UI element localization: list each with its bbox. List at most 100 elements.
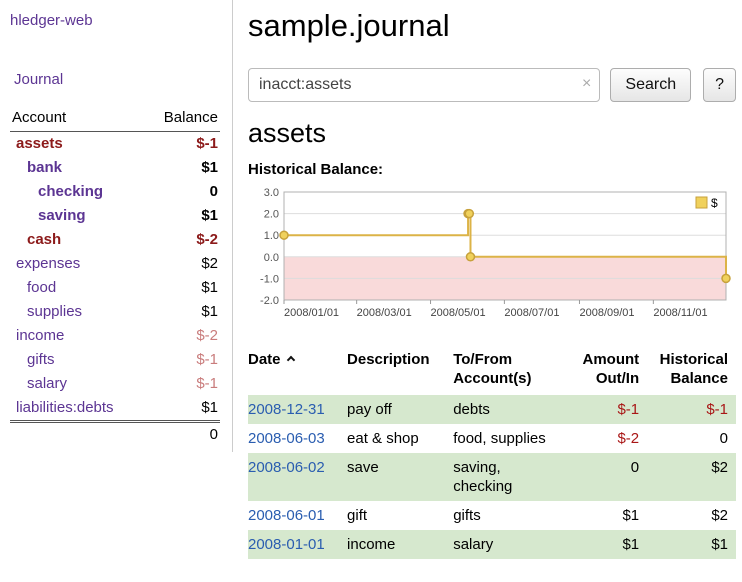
transaction-amount: $1: [622, 536, 640, 553]
account-row: cash $-2: [10, 228, 220, 252]
transaction-balance: $2: [711, 459, 728, 476]
account-balance: $1: [201, 303, 218, 320]
sidebar-account-link[interactable]: expenses: [16, 255, 81, 272]
search-button[interactable]: Search: [610, 68, 692, 102]
sidebar: hledger-web Journal Account Balance asse…: [0, 0, 233, 452]
sidebar-account-link[interactable]: supplies: [27, 303, 83, 320]
hledger-web-app: hledger-web Journal Account Balance asse…: [0, 0, 742, 559]
svg-text:2008/03/01: 2008/03/01: [357, 307, 412, 319]
transaction-accounts: food, supplies: [453, 430, 546, 447]
transaction-accounts: gifts: [453, 507, 481, 524]
transaction-balance: $-1: [706, 401, 728, 418]
account-heading: assets: [248, 118, 327, 148]
sidebar-account-link[interactable]: saving: [38, 207, 86, 224]
transaction-date-link[interactable]: 2008-06-03: [248, 430, 325, 447]
register-row: 2008-12-31 pay off debts $-1 $-1: [248, 395, 736, 424]
account-balance: $-2: [196, 327, 218, 344]
historical-balance-chart: 3.0 2.0 1.0 0.0 -1.0 -2.0 2008/01/01 2008/03/01…: [248, 182, 736, 336]
register-header-row: Date Description To/From Account(s) Amou…: [248, 346, 736, 395]
transaction-amount: $1: [622, 507, 640, 524]
transaction-description: income: [347, 536, 396, 553]
svg-text:0.0: 0.0: [264, 252, 279, 264]
svg-text:2008/07/01: 2008/07/01: [504, 307, 559, 319]
svg-text:2.0: 2.0: [264, 209, 279, 221]
transaction-amount: $-2: [617, 430, 640, 447]
transaction-accounts: saving, checking: [453, 459, 513, 495]
svg-text:-2.0: -2.0: [260, 295, 279, 307]
main-content: sample.journal × Search ? assets Histori…: [233, 0, 742, 559]
transaction-description: eat & shop: [347, 430, 419, 447]
register-row: 2008-06-01 gift gifts $1 $2: [248, 501, 736, 530]
legend-label: $: [711, 196, 718, 210]
transaction-date-link[interactable]: 2008-06-01: [248, 507, 325, 524]
account-balance: $1: [201, 159, 218, 176]
svg-text:2008/01/01: 2008/01/01: [284, 307, 339, 319]
journal-nav: Journal: [10, 71, 220, 88]
sidebar-account-link[interactable]: food: [27, 279, 57, 296]
account-row: expenses $2: [10, 252, 220, 276]
sidebar-account-link[interactable]: assets: [16, 135, 63, 152]
register-table: Date Description To/From Account(s) Amou…: [248, 346, 736, 559]
transaction-accounts: debts: [453, 401, 490, 418]
account-row: salary $-1: [10, 372, 220, 396]
account-balance: $-1: [196, 351, 218, 368]
sidebar-account-link[interactable]: cash: [27, 231, 62, 248]
sidebar-account-link[interactable]: income: [16, 327, 65, 344]
description-column-header: Description: [347, 351, 430, 368]
accounts-table: Account Balance assets $-1 bank $1 checking 0…: [10, 106, 220, 447]
account-row: assets $-1: [10, 132, 220, 157]
svg-text:1.0: 1.0: [264, 230, 279, 242]
search-input[interactable]: [248, 68, 601, 102]
help-button[interactable]: ?: [703, 68, 736, 102]
transaction-accounts: salary: [453, 536, 494, 553]
account-row: supplies $1: [10, 300, 220, 324]
app-title-link[interactable]: hledger-web: [10, 12, 93, 29]
svg-text:3.0: 3.0: [264, 187, 279, 199]
search-bar: × Search ?: [248, 68, 736, 102]
account-balance: $-1: [196, 135, 218, 152]
date-header-label: Date: [248, 351, 281, 368]
transaction-balance: $1: [711, 536, 728, 553]
sidebar-account-link[interactable]: checking: [38, 183, 104, 200]
sidebar-account-link[interactable]: salary: [27, 375, 68, 392]
account-balance: $1: [201, 207, 218, 224]
sort-ascending-icon: [286, 355, 295, 365]
historical-balance-column-header: Historical Balance: [659, 351, 728, 387]
transaction-amount: $-1: [617, 401, 640, 418]
transaction-balance: 0: [719, 430, 728, 447]
legend-swatch: [695, 196, 708, 209]
account-row: liabilities:debts $1: [10, 396, 220, 422]
account-row: income $-2: [10, 324, 220, 348]
clear-search-icon[interactable]: ×: [582, 75, 592, 92]
sidebar-account-link[interactable]: liabilities:debts: [16, 399, 114, 416]
register-row: 2008-01-01 income salary $1 $1: [248, 530, 736, 559]
journal-link[interactable]: Journal: [14, 71, 64, 88]
svg-text:2008/05/01: 2008/05/01: [431, 307, 486, 319]
account-balance: $1: [201, 399, 218, 416]
account-balance: $1: [201, 279, 218, 296]
transaction-date-link[interactable]: 2008-12-31: [248, 401, 325, 418]
total-balance: 0: [145, 420, 220, 447]
account-balance: $-2: [196, 231, 218, 248]
app-title: hledger-web: [10, 12, 220, 29]
svg-text:-1.0: -1.0: [260, 273, 279, 285]
account-column-header: Account: [10, 106, 146, 132]
account-row: saving $1: [10, 204, 220, 228]
account-row: gifts $-1: [10, 348, 220, 372]
transaction-description: save: [347, 459, 379, 476]
chart-title: Historical Balance:: [248, 161, 384, 178]
balance-column-header: Balance: [145, 106, 220, 132]
transaction-date-link[interactable]: 2008-06-02: [248, 459, 325, 476]
register-row: 2008-06-02 save saving, checking 0 $2: [248, 453, 736, 501]
transaction-date-link[interactable]: 2008-01-01: [248, 536, 325, 553]
accounts-header-row: Account Balance: [10, 106, 220, 132]
transaction-amount: 0: [630, 459, 640, 476]
transaction-description: gift: [347, 507, 368, 524]
svg-text:2008/09/01: 2008/09/01: [579, 307, 634, 319]
sidebar-account-link[interactable]: bank: [27, 159, 63, 176]
account-row: bank $1: [10, 156, 220, 180]
accounts-column-header: To/From Account(s): [453, 351, 532, 387]
date-column-header[interactable]: Date: [248, 346, 347, 395]
sidebar-account-link[interactable]: gifts: [27, 351, 55, 368]
balance-step-chart-svg: 3.0 2.0 1.0 0.0 -1.0 -2.0 2008/01/01 2008/03/01…: [260, 187, 731, 319]
